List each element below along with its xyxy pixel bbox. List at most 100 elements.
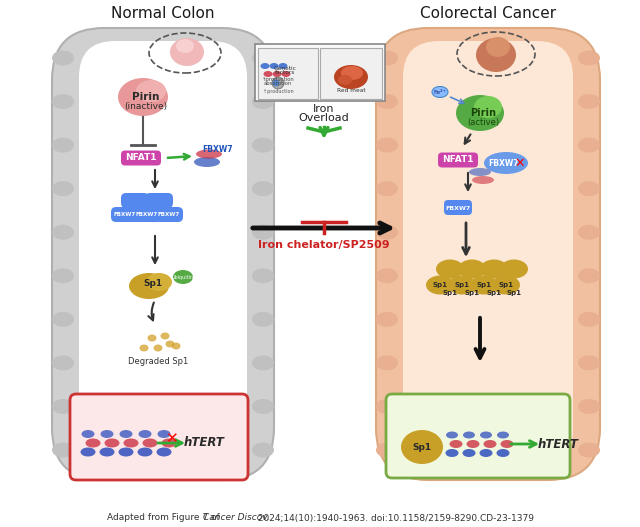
Ellipse shape [129, 273, 169, 299]
Text: Pirin: Pirin [470, 108, 496, 118]
FancyBboxPatch shape [155, 207, 183, 222]
Ellipse shape [445, 449, 458, 457]
Ellipse shape [492, 276, 520, 295]
Ellipse shape [252, 268, 274, 284]
FancyBboxPatch shape [52, 28, 274, 480]
Ellipse shape [161, 438, 177, 447]
Text: Sp1: Sp1 [454, 282, 470, 288]
Text: Overload: Overload [299, 113, 349, 123]
Ellipse shape [52, 181, 74, 196]
Ellipse shape [147, 335, 157, 341]
Ellipse shape [338, 75, 352, 85]
Ellipse shape [448, 276, 476, 295]
Ellipse shape [376, 355, 398, 370]
Text: Adapted from Figure 7 of: Adapted from Figure 7 of [107, 513, 223, 522]
Ellipse shape [578, 181, 600, 196]
Ellipse shape [252, 355, 274, 370]
Ellipse shape [52, 312, 74, 327]
FancyBboxPatch shape [133, 207, 161, 222]
Text: hTERT: hTERT [538, 437, 579, 451]
Text: Sp1: Sp1 [477, 282, 492, 288]
Ellipse shape [252, 312, 274, 327]
Ellipse shape [376, 443, 398, 457]
Ellipse shape [578, 268, 600, 284]
Ellipse shape [578, 443, 600, 457]
Ellipse shape [456, 95, 504, 131]
Text: FBXW7: FBXW7 [114, 212, 136, 218]
FancyBboxPatch shape [444, 200, 472, 215]
Ellipse shape [138, 430, 152, 438]
Ellipse shape [458, 259, 486, 278]
Ellipse shape [252, 138, 274, 153]
Ellipse shape [463, 432, 475, 438]
Ellipse shape [124, 438, 138, 447]
Ellipse shape [252, 94, 274, 109]
Ellipse shape [146, 273, 172, 291]
Ellipse shape [264, 71, 273, 77]
Text: Pirin: Pirin [132, 92, 160, 102]
Ellipse shape [480, 259, 508, 278]
FancyBboxPatch shape [255, 44, 385, 101]
Ellipse shape [578, 94, 600, 109]
Ellipse shape [173, 270, 193, 284]
FancyBboxPatch shape [258, 48, 318, 99]
Ellipse shape [497, 449, 509, 457]
Ellipse shape [474, 96, 502, 118]
Ellipse shape [376, 51, 398, 65]
Ellipse shape [500, 440, 513, 448]
Text: absorption: absorption [264, 82, 292, 86]
Text: Cancer Discov.: Cancer Discov. [203, 513, 269, 522]
Ellipse shape [472, 176, 494, 184]
Ellipse shape [157, 447, 172, 456]
Text: NFAT1: NFAT1 [442, 155, 474, 164]
Text: Fe²⁺: Fe²⁺ [433, 90, 447, 94]
Text: Sp1: Sp1 [412, 443, 431, 452]
Text: FBXW7: FBXW7 [136, 212, 158, 218]
Ellipse shape [52, 399, 74, 414]
Ellipse shape [500, 259, 528, 278]
FancyBboxPatch shape [121, 193, 149, 208]
Ellipse shape [118, 78, 168, 116]
Text: Normal Colon: Normal Colon [111, 6, 215, 22]
Ellipse shape [334, 65, 368, 89]
Ellipse shape [578, 51, 600, 65]
Text: ↑production: ↑production [262, 90, 293, 94]
Ellipse shape [483, 440, 497, 448]
Text: FBXW7: FBXW7 [203, 145, 234, 154]
Ellipse shape [278, 63, 287, 69]
Ellipse shape [52, 225, 74, 240]
Ellipse shape [143, 438, 157, 447]
Ellipse shape [252, 443, 274, 457]
Ellipse shape [99, 447, 115, 456]
Text: Degraded Sp1: Degraded Sp1 [128, 357, 188, 366]
Ellipse shape [484, 152, 528, 174]
Ellipse shape [476, 38, 516, 72]
Ellipse shape [120, 430, 132, 438]
FancyBboxPatch shape [320, 48, 382, 99]
Text: (inactive): (inactive) [124, 102, 168, 112]
Ellipse shape [376, 94, 398, 109]
Text: ✕: ✕ [164, 432, 177, 446]
Text: FBXW7: FBXW7 [158, 212, 180, 218]
Ellipse shape [272, 77, 284, 89]
Ellipse shape [376, 181, 398, 196]
FancyBboxPatch shape [121, 151, 161, 165]
Ellipse shape [176, 39, 194, 53]
Text: Sp1: Sp1 [442, 290, 458, 296]
Ellipse shape [252, 51, 274, 65]
Text: ✕: ✕ [515, 157, 525, 170]
Ellipse shape [172, 343, 180, 349]
Text: Sp1: Sp1 [506, 290, 522, 296]
FancyBboxPatch shape [438, 152, 478, 168]
Ellipse shape [376, 225, 398, 240]
Text: Sp1: Sp1 [486, 290, 502, 296]
Ellipse shape [578, 355, 600, 370]
Ellipse shape [86, 438, 100, 447]
Text: FBXW7: FBXW7 [124, 227, 146, 231]
Ellipse shape [578, 399, 600, 414]
Ellipse shape [282, 71, 291, 77]
Text: Sp1: Sp1 [465, 290, 479, 296]
Ellipse shape [436, 259, 464, 278]
Ellipse shape [401, 430, 443, 464]
Ellipse shape [52, 443, 74, 457]
